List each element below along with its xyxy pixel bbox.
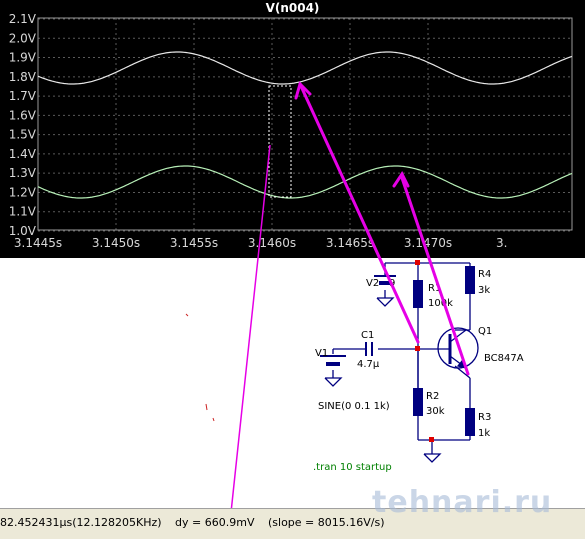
r2-value: 30k	[426, 406, 445, 417]
r4-value: 3k	[478, 285, 490, 296]
transistor-q1[interactable]	[437, 327, 479, 370]
x-tick-label: 3.1465s	[326, 236, 374, 250]
node-marker	[415, 346, 420, 351]
resistor-r3[interactable]	[465, 408, 475, 436]
capacitor-c1[interactable]	[365, 342, 373, 356]
y-tick-label: 1.3V	[9, 166, 37, 180]
y-tick-label: 1.0V	[9, 224, 37, 238]
status-slope: (slope = 8015.16V/s)	[267, 516, 385, 529]
v1-label: V1	[315, 348, 328, 359]
x-tick-label: 3.1460s	[248, 236, 296, 250]
r3-label: R3	[478, 412, 491, 423]
x-tick-label: 3.1450s	[92, 236, 140, 250]
spice-directive[interactable]: .tran 10 startup	[313, 462, 392, 473]
waveform-plot-area[interactable]: 2.1V 2.0V 1.9V 1.8V 1.7V 1.6V 1.5V 1.4V 1.3V 1.2V…	[0, 0, 585, 258]
resistor-r4[interactable]	[465, 266, 475, 294]
plot-frame	[37, 17, 573, 231]
v2-label: V2	[366, 278, 379, 289]
x-tick-label-partial: 3.	[496, 236, 507, 250]
q1-label: Q1	[478, 326, 492, 337]
x-tick-label: 3.1470s	[404, 236, 452, 250]
y-tick-label: 1.5V	[9, 128, 37, 142]
y-tick-label: 1.7V	[9, 89, 37, 103]
r3-value: 1k	[478, 428, 490, 439]
y-tick-label: 1.9V	[9, 51, 37, 65]
watermark-logo: tehnari.ru	[372, 485, 553, 520]
y-tick-label: 1.2V	[9, 185, 37, 199]
r4-label: R4	[478, 269, 491, 280]
status-dy: dy = 660.9mV	[175, 516, 255, 529]
ground-symbol	[324, 297, 442, 463]
r1-value: 100k	[428, 298, 453, 309]
y-tick-label: 1.8V	[9, 70, 37, 84]
r1-label: R1	[428, 283, 441, 294]
plot-title: V(n004)	[265, 1, 320, 15]
v1-value: SINE(0 0.1 1k)	[318, 401, 390, 412]
node-marker	[415, 260, 420, 265]
waveform-trace-upper	[37, 51, 573, 85]
y-tick-label: 1.4V	[9, 147, 37, 161]
c1-value: 4.7µ	[357, 359, 380, 370]
waveform-plot[interactable]: 2.1V 2.0V 1.9V 1.8V 1.7V 1.6V 1.5V 1.4V 1.3V 1.2V…	[0, 0, 585, 258]
y-tick-label: 2.0V	[9, 31, 37, 45]
y-tick-label: 1.6V	[9, 108, 37, 122]
measurement-cursor-box[interactable]	[268, 85, 292, 198]
r2-label: R2	[426, 391, 439, 402]
y-tick-label: 1.1V	[9, 205, 37, 219]
waveform-trace-lower	[37, 165, 573, 199]
x-tick-label: 3.1455s	[170, 236, 218, 250]
voltage-source-v1[interactable]	[320, 355, 346, 366]
x-tick-label: 3.1445s	[14, 236, 62, 250]
y-tick-label: 2.1V	[9, 12, 37, 26]
resistor-r1[interactable]	[413, 280, 423, 308]
status-bar: 82.452431µs(12.128205KHz) dy = 660.9mV (…	[0, 508, 585, 539]
v2-value: 9	[389, 278, 395, 289]
status-period: 82.452431µs(12.128205KHz)	[0, 516, 162, 529]
resistor-r2[interactable]	[413, 388, 423, 416]
q1-model: BC847A	[484, 353, 524, 364]
c1-label: C1	[361, 330, 374, 341]
schematic-editor[interactable]: V2 9 R1 100k R4 3k C1 4.7µ Q1 BC847A V1 …	[0, 258, 585, 508]
node-marker	[429, 437, 434, 442]
